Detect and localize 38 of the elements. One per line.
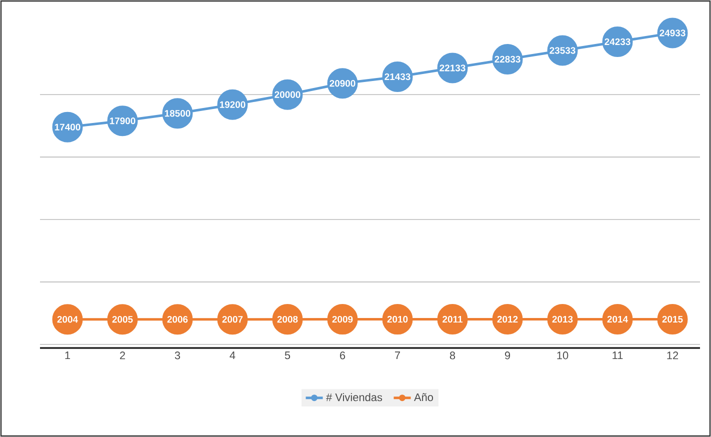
data-label: 20900 xyxy=(330,80,356,87)
data-label: 17900 xyxy=(110,117,136,124)
data-label: 22133 xyxy=(440,64,466,72)
x-tick-label: 12 xyxy=(667,352,678,360)
data-label: 2008 xyxy=(277,316,298,323)
data-label: 19200 xyxy=(220,101,246,108)
data-label: 2014 xyxy=(607,316,628,323)
data-label: 2006 xyxy=(167,316,188,323)
data-label: 23533 xyxy=(550,47,576,54)
x-tick-label: 10 xyxy=(557,352,568,360)
data-label: 24933 xyxy=(660,30,686,36)
legend-label: # Viviendas xyxy=(326,393,382,402)
data-label: 21433 xyxy=(384,73,410,80)
data-label: 2009 xyxy=(332,316,353,323)
x-tick-label: 6 xyxy=(340,352,346,360)
data-label: 2005 xyxy=(112,316,133,323)
data-label: 2012 xyxy=(497,316,518,323)
x-tick-label: 5 xyxy=(284,352,290,360)
x-tick-label: 2 xyxy=(120,352,125,360)
data-label: 18500 xyxy=(164,110,190,117)
x-tick-label: 8 xyxy=(450,352,456,360)
x-tick-label: 11 xyxy=(612,352,623,360)
data-label: 17400 xyxy=(54,124,80,130)
x-tick-label: 4 xyxy=(230,352,236,360)
data-label: 2013 xyxy=(552,316,573,323)
data-label: 22833 xyxy=(494,56,520,63)
data-label: 24233 xyxy=(604,38,630,46)
data-label: 2015 xyxy=(662,316,683,323)
data-label: 2011 xyxy=(442,316,463,323)
data-label: 2007 xyxy=(222,316,243,323)
data-label: 2010 xyxy=(387,316,408,323)
x-tick-label: 1 xyxy=(65,352,70,360)
data-label: 2004 xyxy=(57,316,78,323)
x-tick-label: 3 xyxy=(174,352,180,360)
legend-label: Año xyxy=(414,393,434,402)
data-label: 20000 xyxy=(274,91,300,98)
x-tick-label: 7 xyxy=(395,352,400,360)
x-tick-label: 9 xyxy=(504,352,510,360)
